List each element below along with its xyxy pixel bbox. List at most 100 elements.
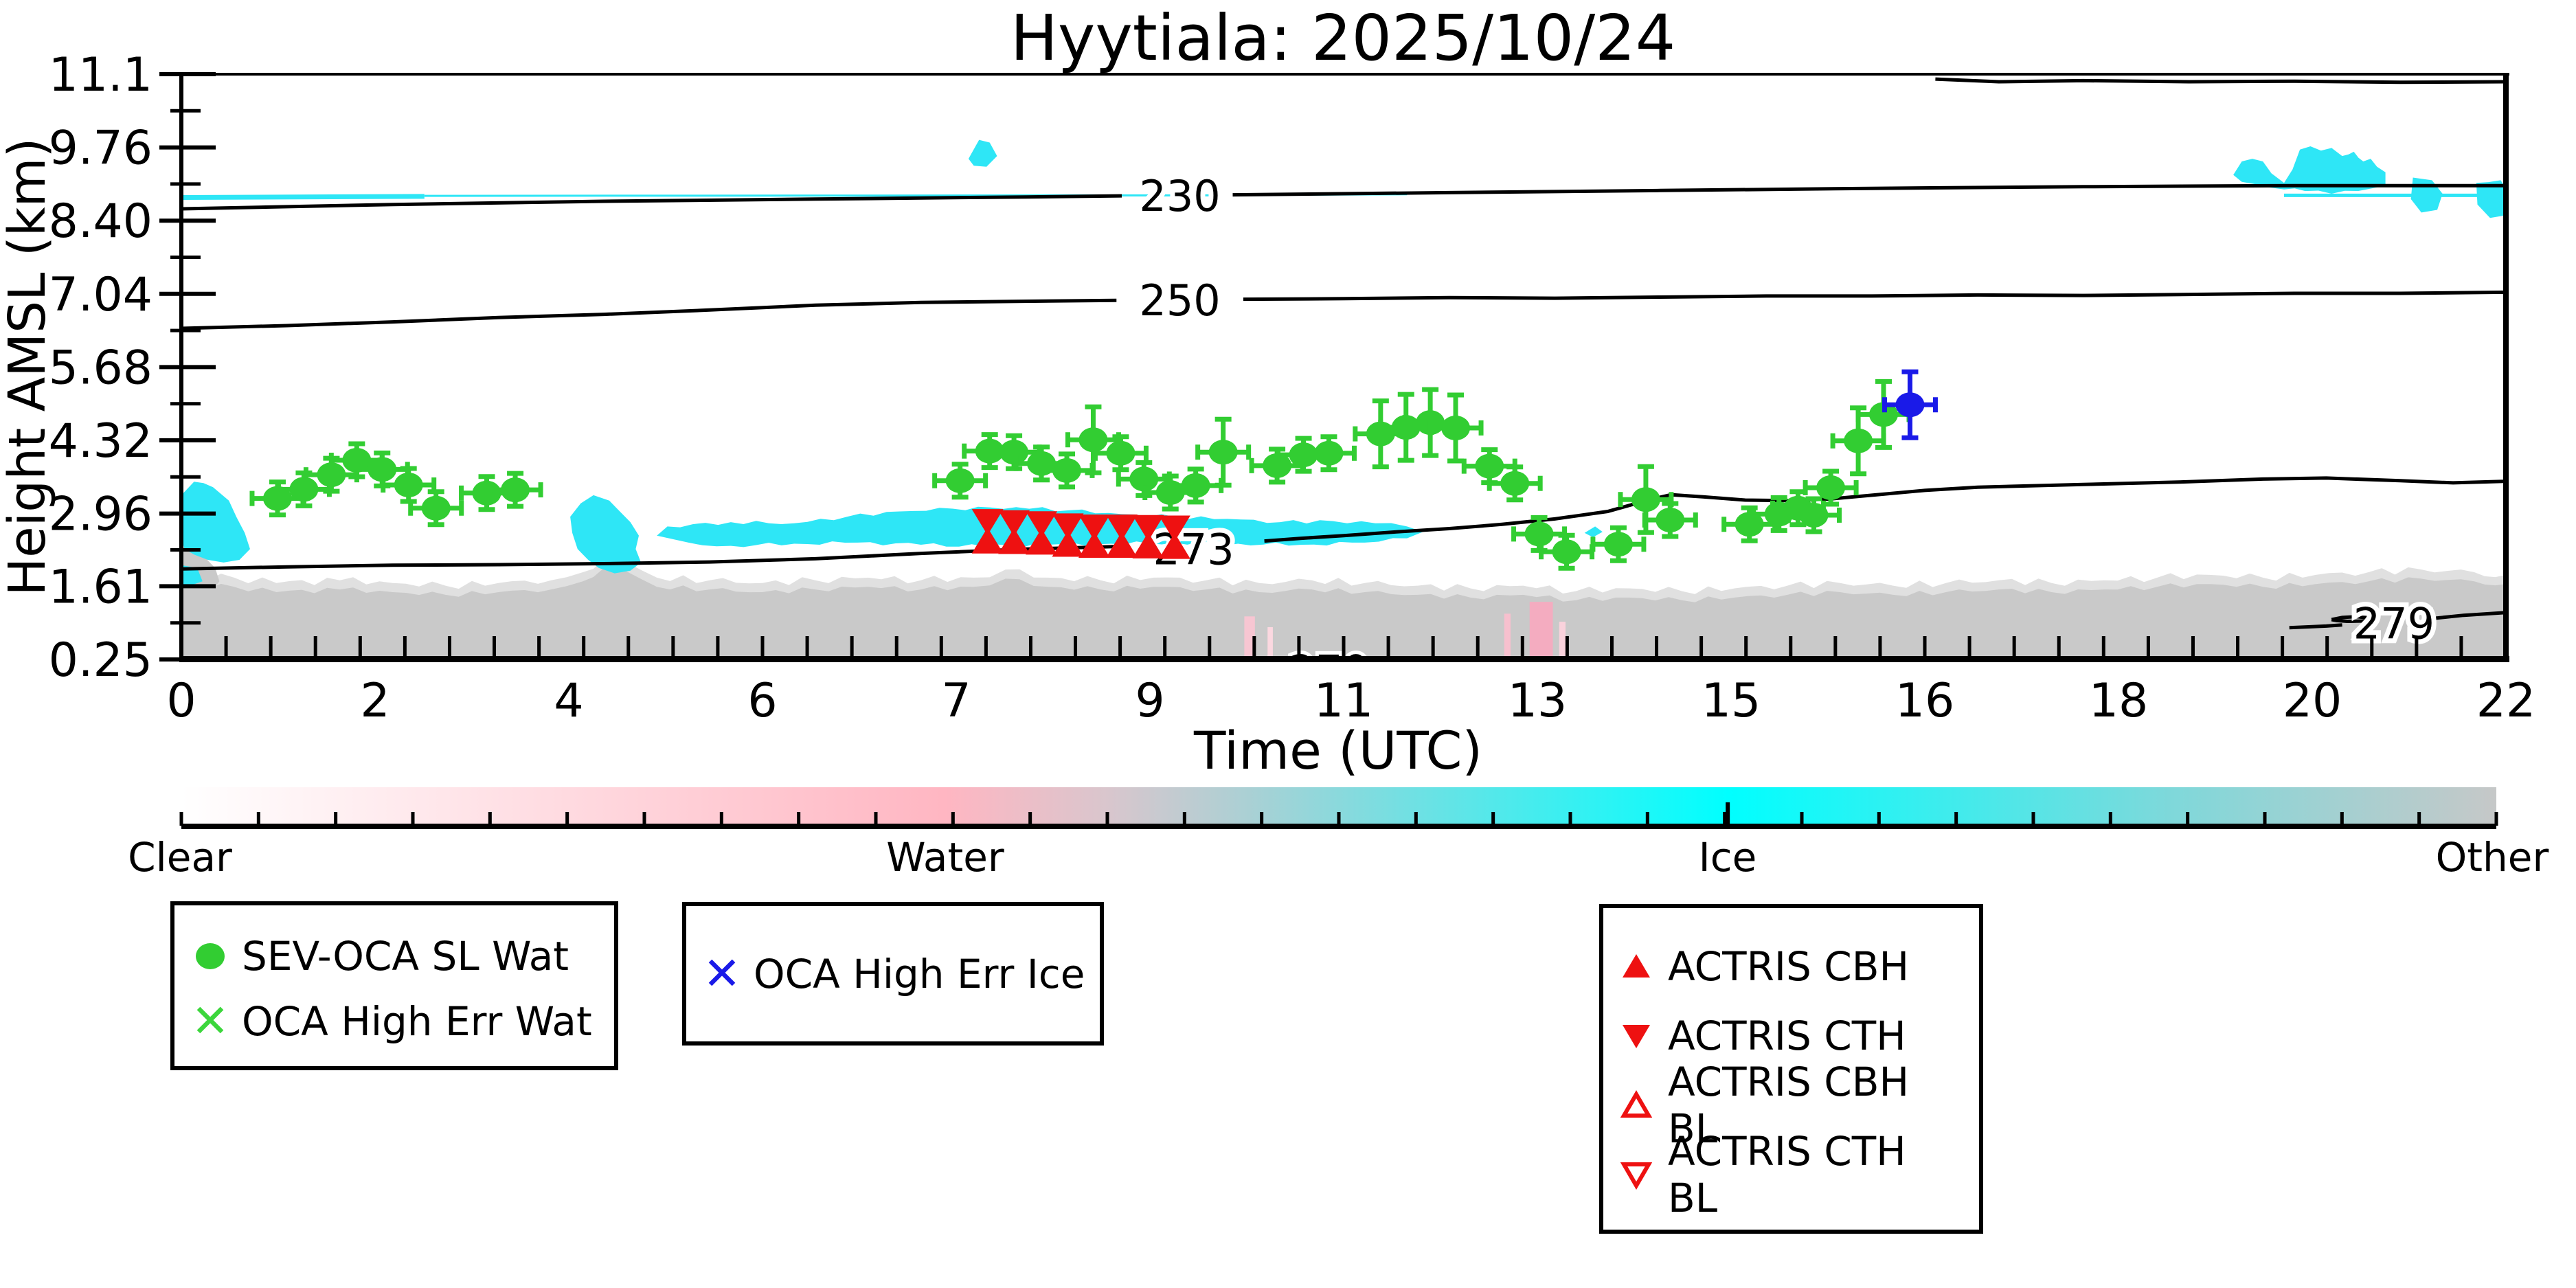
legend-item-oca-high-err-wat: ✕ OCA High Err Wat xyxy=(188,988,600,1054)
top-spine xyxy=(179,73,2509,76)
actris-cbh-marker xyxy=(1026,528,1058,555)
green-circle-icon xyxy=(188,940,232,973)
legend-item-sev-oca-sl-wat: SEV-OCA SL Wat xyxy=(188,923,600,988)
legend-item-label: OCA High Err Ice xyxy=(754,950,1085,997)
ice-region xyxy=(968,139,997,167)
legend-item-actris-cbh: ACTRIS CBH xyxy=(1614,931,1968,1001)
x-tick-label: 22 xyxy=(2476,674,2536,728)
contour-line xyxy=(2289,623,2342,630)
colorbar-axis xyxy=(181,824,2496,829)
y-tick-label: 4.32 xyxy=(49,414,152,468)
y-tick-label: 8.40 xyxy=(49,194,152,249)
legend-item-label: ACTRIS CBH BL xyxy=(1668,1058,1910,1152)
y-tick-label: 1.61 xyxy=(49,560,152,614)
data-point-water xyxy=(1300,434,1357,473)
y-tick-label: 11.1 xyxy=(49,48,152,102)
contour-line xyxy=(1243,290,2506,302)
ice-region xyxy=(570,495,642,574)
ice-region xyxy=(181,565,203,587)
actris-cth-marker xyxy=(1158,515,1190,542)
contour-line xyxy=(2426,611,2506,621)
contour-label: 279 xyxy=(2353,598,2434,648)
contour-line xyxy=(181,194,1122,211)
x-tick-label: 11 xyxy=(1314,674,1374,728)
legend-water: SEV-OCA SL Wat ✕ OCA High Err Wat xyxy=(170,901,618,1070)
y-tick-label: 7.04 xyxy=(49,268,152,322)
x-tick-label: 16 xyxy=(1895,674,1955,728)
contour-line xyxy=(1232,183,2506,197)
legend-item-label: OCA High Err Wat xyxy=(242,997,592,1045)
legend-actris: ACTRIS CBH ACTRIS CTH ACTRIS CBH BL ACTR… xyxy=(1599,904,1983,1234)
water-streak xyxy=(1504,613,1511,659)
actris-cbh-marker xyxy=(1132,532,1164,558)
contour-line xyxy=(2331,615,2375,624)
water-streak xyxy=(1244,616,1255,659)
data-point-water xyxy=(1590,525,1647,563)
x-tick-label: 20 xyxy=(2283,674,2342,728)
contour-line xyxy=(181,298,1117,330)
red-triangle-down-open-icon xyxy=(1614,1158,1658,1191)
contour-label: 250 xyxy=(1139,275,1220,326)
x-tick-label: 15 xyxy=(1702,674,1761,728)
actris-cth-marker xyxy=(998,510,1030,536)
colorbar-label-clear: Clear xyxy=(128,834,232,881)
colorbar-label-other: Other xyxy=(2435,834,2549,881)
water-streak xyxy=(1559,622,1566,659)
contour-label: 230 xyxy=(1139,171,1220,221)
legend-item-label: ACTRIS CTH BL xyxy=(1668,1127,1906,1221)
contour-line xyxy=(1935,77,2506,84)
legend-item-label: ACTRIS CTH xyxy=(1668,1012,1906,1059)
data-point-water xyxy=(1642,501,1698,539)
actris-cth-marker xyxy=(1132,515,1164,541)
ice-region xyxy=(181,482,250,563)
actris-cth-marker xyxy=(971,509,1004,536)
actris-cbh-marker xyxy=(1052,530,1084,557)
y-tick-label: 5.68 xyxy=(49,341,152,395)
x-tick-label: 0 xyxy=(166,674,196,728)
ice-region xyxy=(1584,526,1603,538)
actris-cth-marker xyxy=(1052,513,1084,540)
data-point-ice xyxy=(1882,369,1938,440)
contour-line xyxy=(1264,476,2506,543)
x-tick-label: 13 xyxy=(1508,674,1568,728)
bottom-spine xyxy=(179,656,2509,662)
data-point-water xyxy=(1803,468,1859,507)
actris-cbh-marker xyxy=(998,528,1030,554)
x-tick-label: 9 xyxy=(1135,674,1164,728)
red-triangle-up-open-icon xyxy=(1614,1089,1658,1122)
legend-item-label: SEV-OCA SL Wat xyxy=(242,932,569,980)
actris-cth-marker xyxy=(1105,514,1138,541)
data-point-water xyxy=(487,471,543,509)
x-axis-label: Time (UTC) xyxy=(1193,720,1483,781)
right-spine xyxy=(2503,73,2509,661)
y-tick-label: 2.96 xyxy=(49,488,152,542)
data-point-water xyxy=(408,489,464,528)
data-point-water xyxy=(1487,464,1543,503)
ice-line xyxy=(181,194,425,200)
data-point-water xyxy=(1092,434,1149,473)
legend-item-oca-high-err-ice: ✕ OCA High Err Ice xyxy=(700,951,1085,997)
y-tick-label: 9.76 xyxy=(49,122,152,176)
green-x-icon: ✕ xyxy=(191,994,229,1048)
ice-region xyxy=(2233,146,2386,194)
water-streak xyxy=(1529,602,1553,659)
actris-cth-marker xyxy=(1026,511,1058,538)
red-triangle-down-icon xyxy=(1614,1019,1658,1052)
contour-label: 273 xyxy=(1153,524,1234,574)
data-point-water xyxy=(932,462,988,500)
actris-cth-marker xyxy=(1078,514,1110,541)
data-point-water xyxy=(328,441,385,479)
x-tick-label: 18 xyxy=(2089,674,2149,728)
legend-item-actris-cbh-bl: ACTRIS CBH BL xyxy=(1614,1059,1968,1152)
colorbar-label-ice: Ice xyxy=(1698,834,1757,881)
legend-item-actris-cth: ACTRIS CTH xyxy=(1614,1001,1968,1070)
blue-x-icon: ✕ xyxy=(703,947,741,1000)
data-point-water xyxy=(1785,496,1842,534)
x-tick-label: 4 xyxy=(554,674,583,728)
ice-region xyxy=(2476,180,2506,218)
colorbar-label-water: Water xyxy=(886,834,1004,881)
actris-cbh-marker xyxy=(1078,532,1110,558)
